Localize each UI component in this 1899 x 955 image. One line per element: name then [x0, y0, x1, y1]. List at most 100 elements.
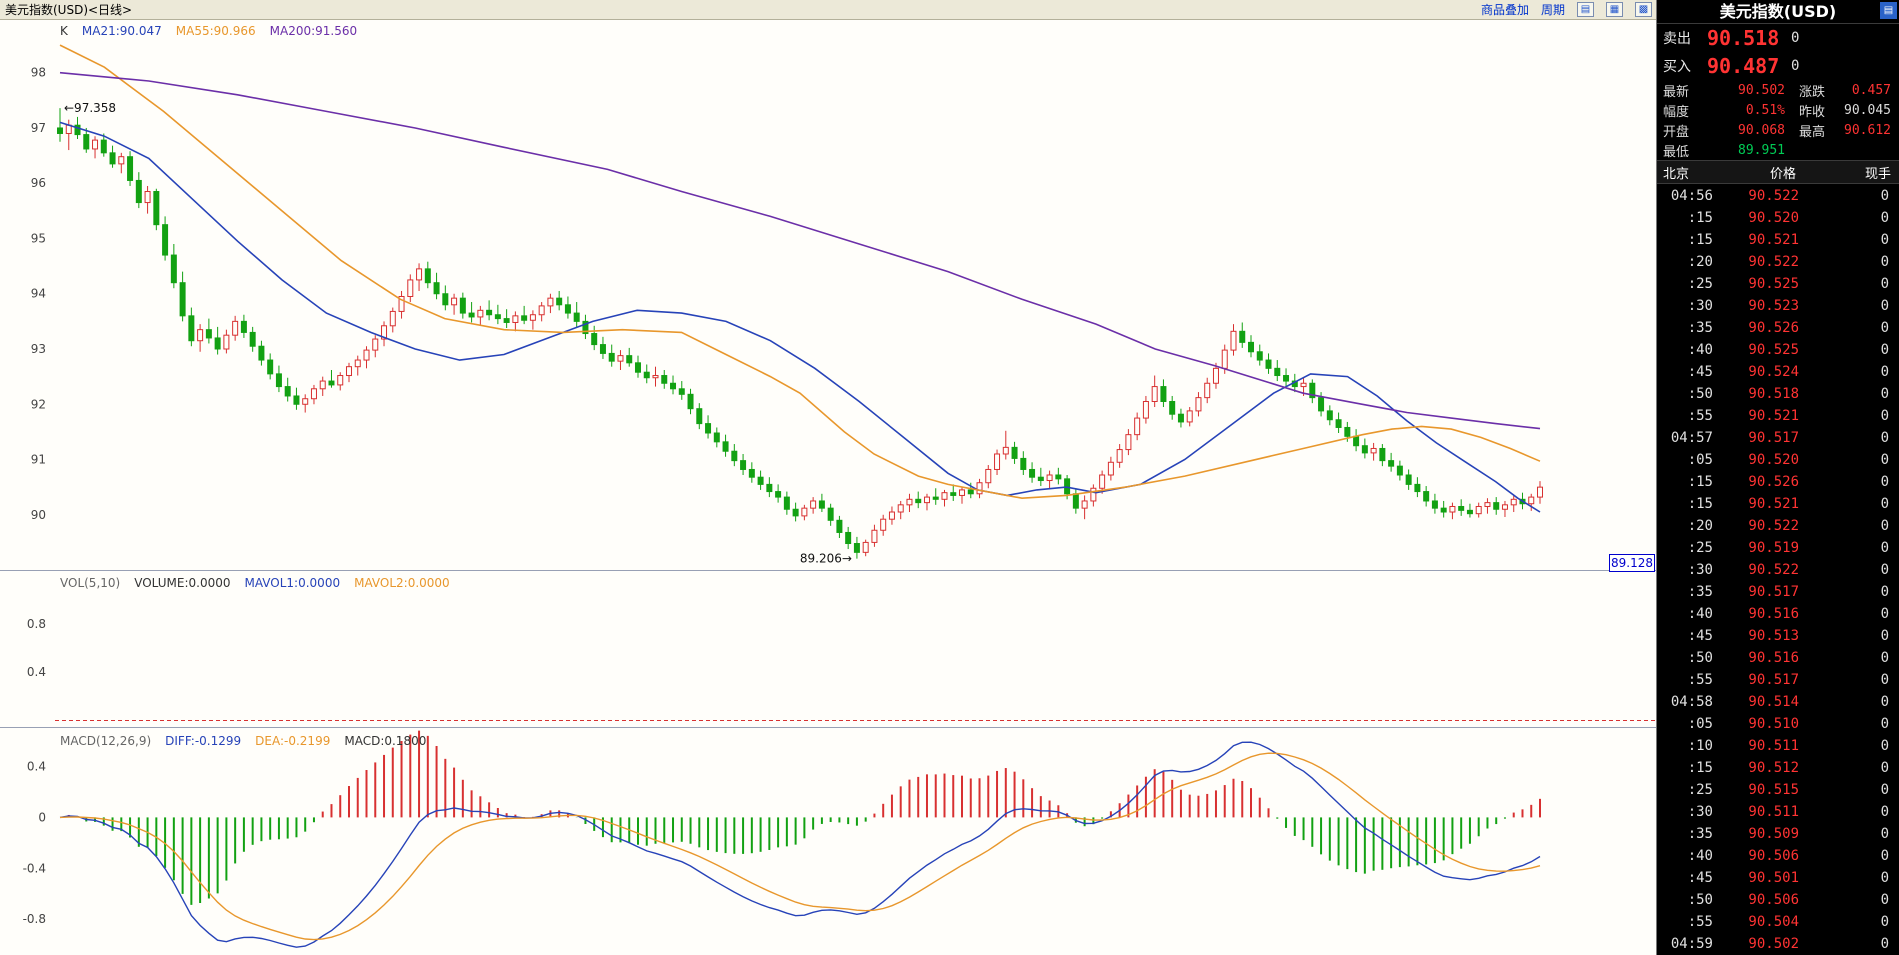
svg-text:0: 0 — [38, 810, 46, 824]
ma21-legend: MA21:90.047 — [81, 24, 162, 38]
tick-row[interactable]: :35 90.517 0 — [1657, 581, 1899, 603]
tick-row[interactable]: :50 90.506 0 — [1657, 889, 1899, 911]
tick-price: 90.517 — [1748, 430, 1799, 446]
tick-price: 90.519 — [1748, 540, 1799, 556]
top-toolbar: 美元指数(USD)<日线> 商品叠加 周期 ▤ ▦ ▩ — [0, 0, 1656, 20]
tick-row[interactable]: 04:58 90.514 0 — [1657, 691, 1899, 713]
tick-volume: 0 — [1880, 782, 1889, 798]
tick-volume: 0 — [1880, 716, 1889, 732]
tick-row[interactable]: :30 90.522 0 — [1657, 559, 1899, 581]
svg-text:←97.358: ←97.358 — [64, 101, 116, 115]
tick-row[interactable]: :10 90.511 0 — [1657, 735, 1899, 757]
dual-pane-layout-icon[interactable]: ▦ — [1606, 2, 1623, 17]
tick-row[interactable]: :15 90.521 0 — [1657, 493, 1899, 515]
tick-row[interactable]: :35 90.526 0 — [1657, 317, 1899, 339]
tick-row[interactable]: :40 90.525 0 — [1657, 339, 1899, 361]
quote-title-bar: 美元指数(USD) ▤ — [1657, 0, 1899, 24]
tick-row[interactable]: :30 90.523 0 — [1657, 295, 1899, 317]
tick-volume: 0 — [1880, 892, 1889, 908]
tick-volume: 0 — [1880, 628, 1889, 644]
tick-time: :50 — [1687, 386, 1713, 402]
tick-list: 04:56 90.522 0:15 90.520 0:15 90.521 0:20 90.52… — [1657, 185, 1899, 955]
tick-row[interactable]: :50 90.516 0 — [1657, 647, 1899, 669]
macd-indicator-label: MACD(12,26,9) — [60, 734, 152, 748]
tick-price: 90.516 — [1748, 606, 1799, 622]
tick-row[interactable]: :15 90.521 0 — [1657, 229, 1899, 251]
tick-row[interactable]: :15 90.520 0 — [1657, 207, 1899, 229]
tick-volume: 0 — [1880, 870, 1889, 886]
tick-row[interactable]: :40 90.516 0 — [1657, 603, 1899, 625]
period-link[interactable]: 周期 — [1540, 3, 1565, 17]
tick-volume: 0 — [1880, 474, 1889, 490]
tick-row[interactable]: 04:59 90.502 0 — [1657, 933, 1899, 955]
tick-row[interactable]: :50 90.518 0 — [1657, 383, 1899, 405]
tick-price: 90.518 — [1748, 386, 1799, 402]
overlay-link[interactable]: 商品叠加 — [1480, 3, 1529, 17]
svg-text:97: 97 — [31, 121, 46, 135]
tick-volume: 0 — [1880, 452, 1889, 468]
tick-time: :55 — [1687, 408, 1713, 424]
tick-row[interactable]: :25 90.519 0 — [1657, 537, 1899, 559]
tick-volume: 0 — [1880, 364, 1889, 380]
quad-pane-layout-icon[interactable]: ▩ — [1635, 2, 1652, 17]
tick-row[interactable]: :55 90.517 0 — [1657, 669, 1899, 691]
tick-row[interactable]: 04:56 90.522 0 — [1657, 185, 1899, 207]
tick-time: :40 — [1687, 342, 1713, 358]
panel-menu-icon[interactable]: ▤ — [1880, 2, 1897, 19]
tick-row[interactable]: :40 90.506 0 — [1657, 845, 1899, 867]
tick-row[interactable]: :45 90.513 0 — [1657, 625, 1899, 647]
tick-volume: 0 — [1880, 672, 1889, 688]
latest-value: 90.502 — [1738, 82, 1785, 98]
tick-volume: 0 — [1880, 320, 1889, 336]
tick-time: :50 — [1687, 650, 1713, 666]
single-pane-layout-icon[interactable]: ▤ — [1577, 2, 1594, 17]
tick-price: 90.526 — [1748, 474, 1799, 490]
tick-row[interactable]: :55 90.504 0 — [1657, 911, 1899, 933]
svg-text:95: 95 — [31, 231, 46, 245]
toolbar-actions: 商品叠加 周期 ▤ ▦ ▩ — [1481, 1, 1656, 18]
tick-row[interactable]: :30 90.511 0 — [1657, 801, 1899, 823]
tick-row[interactable]: :45 90.501 0 — [1657, 867, 1899, 889]
tick-row[interactable]: :25 90.515 0 — [1657, 779, 1899, 801]
tick-row[interactable]: :05 90.510 0 — [1657, 713, 1899, 735]
tick-volume: 0 — [1880, 760, 1889, 776]
tick-volume: 0 — [1880, 936, 1889, 952]
tick-price: 90.521 — [1748, 496, 1799, 512]
tick-volume: 0 — [1880, 232, 1889, 248]
tick-time: :25 — [1687, 540, 1713, 556]
mavol2-label: MAVOL2:0.0000 — [354, 576, 450, 590]
sell-volume: 0 — [1791, 30, 1800, 46]
ma55-legend: MA55:90.966 — [175, 24, 256, 38]
time-column-header: 北京 — [1663, 166, 1690, 182]
tick-time: 04:57 — [1670, 430, 1713, 446]
ma200-legend: MA200:91.560 — [269, 24, 358, 38]
tick-row[interactable]: :35 90.509 0 — [1657, 823, 1899, 845]
tick-row[interactable]: :20 90.522 0 — [1657, 251, 1899, 273]
macd-value-label: MACD:0.1800 — [344, 734, 427, 748]
tick-row[interactable]: :55 90.521 0 — [1657, 405, 1899, 427]
tick-price: 90.526 — [1748, 320, 1799, 336]
tick-volume: 0 — [1880, 606, 1889, 622]
tick-row[interactable]: :25 90.525 0 — [1657, 273, 1899, 295]
tick-row[interactable]: :45 90.524 0 — [1657, 361, 1899, 383]
tick-price: 90.511 — [1748, 804, 1799, 820]
tick-row[interactable]: :15 90.526 0 — [1657, 471, 1899, 493]
tick-row[interactable]: :05 90.520 0 — [1657, 449, 1899, 471]
tick-volume: 0 — [1880, 562, 1889, 578]
tick-row[interactable]: :20 90.522 0 — [1657, 515, 1899, 537]
tick-volume: 0 — [1880, 430, 1889, 446]
tick-price: 90.514 — [1748, 694, 1799, 710]
tick-time: :35 — [1687, 826, 1713, 842]
tick-row[interactable]: 04:57 90.517 0 — [1657, 427, 1899, 449]
tick-time: :30 — [1687, 562, 1713, 578]
buy-price: 90.487 — [1707, 54, 1780, 78]
tick-price: 90.506 — [1748, 892, 1799, 908]
high-label: 最高 — [1799, 124, 1826, 140]
tick-row[interactable]: :15 90.512 0 — [1657, 757, 1899, 779]
prev-close-label: 昨收 — [1799, 104, 1826, 120]
tick-time: :15 — [1687, 760, 1713, 776]
tick-time: :40 — [1687, 606, 1713, 622]
tick-volume: 0 — [1880, 650, 1889, 666]
tick-price: 90.524 — [1748, 364, 1799, 380]
tick-time: :55 — [1687, 672, 1713, 688]
